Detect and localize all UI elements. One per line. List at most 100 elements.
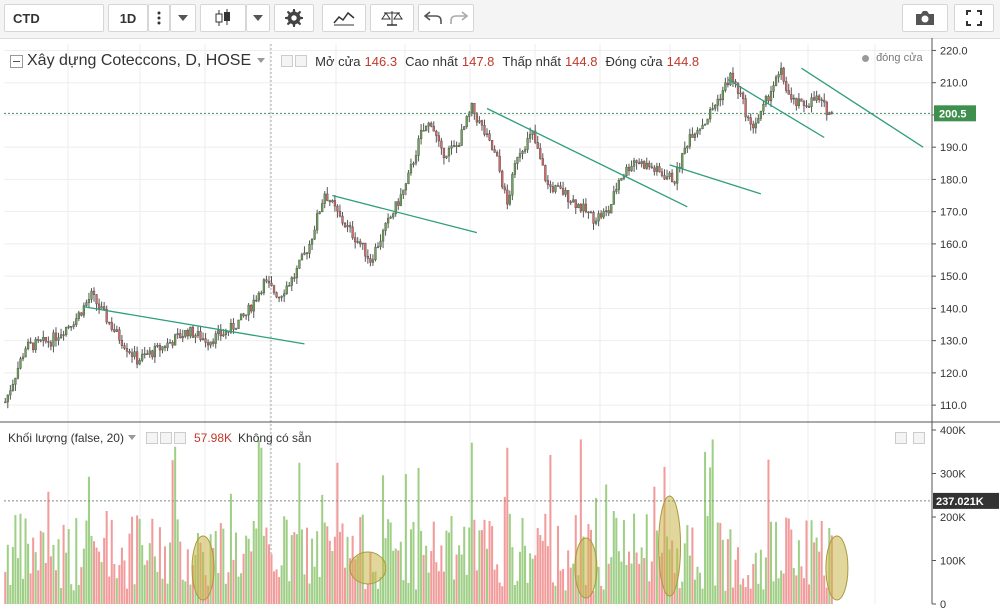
- volume-bar: [52, 544, 55, 604]
- undo-icon[interactable]: [424, 11, 442, 25]
- fullscreen-button[interactable]: [954, 4, 994, 32]
- compare-button[interactable]: [370, 4, 414, 32]
- volume-bar: [364, 589, 367, 604]
- candle-body: [432, 125, 435, 132]
- volume-tick-label: 300K: [940, 469, 966, 481]
- candle-body: [584, 203, 588, 213]
- candle-body: [54, 332, 58, 341]
- volume-bar: [460, 554, 463, 604]
- indicators-button[interactable]: [322, 4, 366, 32]
- open-value: 146.3: [364, 53, 398, 69]
- volume-bar: [54, 570, 57, 604]
- volume-bar: [422, 554, 425, 604]
- volume-bar: [318, 576, 321, 604]
- volume-bar: [678, 588, 681, 604]
- candle-body: [351, 226, 354, 239]
- candle-body: [516, 156, 519, 164]
- volume-bar: [724, 590, 727, 604]
- volume-bar: [227, 572, 230, 604]
- volume-bar: [47, 491, 50, 604]
- volume-bar: [293, 532, 296, 604]
- volume-bar: [496, 564, 499, 604]
- candle-body: [693, 133, 697, 138]
- volume-bar: [80, 567, 83, 604]
- candle-body: [797, 98, 801, 106]
- candle-body: [452, 145, 456, 147]
- close-icon[interactable]: [173, 432, 186, 444]
- volume-bar: [483, 519, 486, 604]
- volume-bar: [11, 547, 14, 604]
- candle-body: [521, 151, 524, 154]
- chart-type-dropdown[interactable]: [246, 4, 270, 32]
- chart-type-button[interactable]: [200, 4, 246, 32]
- volume-bar: [600, 585, 603, 604]
- volume-bar: [146, 560, 149, 604]
- candle-body: [39, 339, 42, 342]
- chevron-down-icon[interactable]: [127, 435, 138, 441]
- volume-bar: [797, 540, 800, 604]
- candle-body: [239, 313, 243, 321]
- volume-bar: [627, 551, 631, 604]
- eye-icon[interactable]: [281, 55, 294, 67]
- symbol-search-button[interactable]: CTD: [4, 4, 104, 32]
- volume-bar: [417, 467, 420, 604]
- chart-area[interactable]: 220.0210.0200.0190.0180.0170.0160.0150.0…: [0, 38, 1000, 611]
- pane-up-icon[interactable]: [895, 432, 907, 444]
- volume-bar: [346, 536, 349, 604]
- chevron-down-icon[interactable]: [257, 58, 267, 64]
- volume-bar: [498, 582, 501, 604]
- interval-button[interactable]: 1D: [108, 4, 148, 32]
- volume-bar: [392, 550, 395, 604]
- gear-icon[interactable]: [295, 55, 308, 67]
- candle-body: [655, 166, 659, 172]
- volume-bar: [247, 538, 250, 604]
- interval-dropdown[interactable]: [170, 4, 196, 32]
- candle-body: [328, 200, 331, 203]
- volume-bar: [427, 572, 430, 604]
- volume-bar: [437, 571, 440, 604]
- trendlines[interactable]: [4, 67, 932, 345]
- volume-bar: [283, 516, 286, 604]
- volume-highlight-ellipse: [658, 495, 682, 597]
- candle-body: [130, 352, 134, 357]
- volume-bar: [9, 584, 12, 604]
- candle-body: [729, 72, 732, 85]
- volume-bar: [432, 521, 435, 604]
- snapshot-button[interactable]: [902, 4, 948, 32]
- candle-body: [47, 341, 50, 343]
- candle-body: [764, 96, 768, 105]
- redo-icon[interactable]: [450, 11, 468, 25]
- candle-body: [42, 337, 45, 341]
- eye-icon[interactable]: [145, 432, 158, 444]
- volume-bar: [630, 563, 633, 604]
- candle-body: [14, 377, 17, 385]
- candle-body: [392, 213, 395, 218]
- more-button[interactable]: [148, 4, 170, 32]
- gear-icon[interactable]: [159, 432, 172, 444]
- candle-body: [97, 303, 101, 309]
- collapse-icon[interactable]: [10, 54, 23, 68]
- candle-body: [247, 304, 250, 316]
- candle-body: [640, 161, 643, 165]
- close-series-dot: [862, 54, 869, 62]
- volume-bar: [82, 548, 85, 604]
- candle-body: [123, 345, 126, 349]
- candle-body: [612, 191, 615, 205]
- low-label: Thấp nhất: [502, 53, 561, 69]
- volume-bar: [572, 563, 575, 604]
- candle-body: [724, 82, 727, 91]
- volume-bar: [602, 589, 605, 604]
- candle-body: [774, 76, 778, 86]
- price-tick-label: 170.0: [940, 207, 968, 219]
- candle-body: [354, 237, 357, 243]
- volume-bar: [267, 544, 270, 604]
- pane-down-icon[interactable]: [913, 432, 926, 444]
- volume-bar: [87, 476, 90, 604]
- price-volume-chart[interactable]: 220.0210.0200.0190.0180.0170.0160.0150.0…: [0, 38, 1000, 611]
- volume-bar: [415, 589, 418, 604]
- settings-button[interactable]: [274, 4, 314, 32]
- candle-body: [518, 153, 522, 158]
- candle-body: [681, 153, 684, 169]
- volume-bar: [27, 543, 30, 604]
- candle-body: [206, 342, 210, 346]
